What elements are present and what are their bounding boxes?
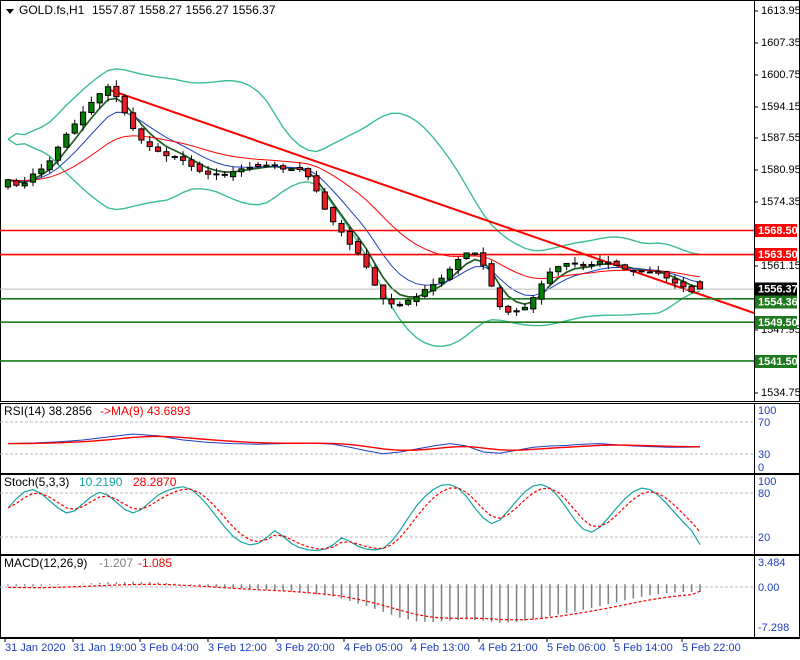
svg-text:3 Feb 04:00: 3 Feb 04:00	[140, 642, 199, 654]
svg-text:MACD(12,26,9): MACD(12,26,9)	[4, 556, 87, 570]
svg-text:1557.87 1558.27 1556.27 1556.3: 1557.87 1558.27 1556.27 1556.37	[92, 3, 276, 17]
svg-text:4 Feb 13:00: 4 Feb 13:00	[411, 642, 470, 654]
svg-text:GOLD.fs,H1: GOLD.fs,H1	[19, 3, 85, 17]
svg-text:1563.50: 1563.50	[758, 249, 798, 261]
svg-text:-7.298: -7.298	[758, 622, 789, 634]
svg-text:1607.35: 1607.35	[761, 37, 800, 49]
svg-text:Stoch(5,3,3): Stoch(5,3,3)	[4, 475, 69, 489]
svg-text:20: 20	[758, 532, 770, 544]
svg-text:100: 100	[758, 405, 776, 417]
svg-text:-1.207: -1.207	[99, 556, 133, 570]
svg-text:1568.50: 1568.50	[758, 225, 798, 237]
svg-text:->MA(9) 43.6893: ->MA(9) 43.6893	[100, 404, 191, 418]
svg-text:1587.55: 1587.55	[761, 132, 800, 144]
svg-text:10.2190: 10.2190	[79, 475, 123, 489]
svg-text:-1.085: -1.085	[138, 556, 172, 570]
svg-text:4 Feb 05:00: 4 Feb 05:00	[344, 642, 403, 654]
svg-text:1574.35: 1574.35	[761, 196, 800, 208]
svg-text:31 Jan 19:00: 31 Jan 19:00	[73, 642, 137, 654]
svg-text:1561.15: 1561.15	[761, 260, 800, 272]
svg-text:1600.75: 1600.75	[761, 69, 800, 81]
svg-text:70: 70	[758, 417, 770, 429]
svg-text:100: 100	[758, 476, 776, 488]
svg-text:1554.36: 1554.36	[758, 297, 798, 309]
svg-text:3 Feb 12:00: 3 Feb 12:00	[208, 642, 267, 654]
svg-text:RSI(14) 38.2856: RSI(14) 38.2856	[4, 404, 92, 418]
svg-text:1541.50: 1541.50	[758, 356, 798, 368]
svg-text:1556.37: 1556.37	[758, 284, 798, 296]
svg-text:1594.15: 1594.15	[761, 101, 800, 113]
svg-text:31 Jan 2020: 31 Jan 2020	[5, 642, 66, 654]
svg-text:5 Feb 22:00: 5 Feb 22:00	[682, 642, 741, 654]
svg-text:5 Feb 14:00: 5 Feb 14:00	[614, 642, 673, 654]
svg-text:1613.95: 1613.95	[761, 5, 800, 17]
svg-text:80: 80	[758, 488, 770, 500]
svg-text:1534.75: 1534.75	[761, 387, 800, 399]
svg-text:3 Feb 20:00: 3 Feb 20:00	[276, 642, 335, 654]
svg-text:0.00: 0.00	[758, 582, 779, 594]
svg-text:28.2870: 28.2870	[133, 475, 177, 489]
svg-text:1549.50: 1549.50	[758, 317, 798, 329]
svg-text:5 Feb 06:00: 5 Feb 06:00	[547, 642, 606, 654]
svg-text:0: 0	[758, 462, 764, 474]
svg-text:4 Feb 21:00: 4 Feb 21:00	[479, 642, 538, 654]
svg-text:1580.95: 1580.95	[761, 164, 800, 176]
svg-text:3.484: 3.484	[758, 557, 786, 569]
svg-text:30: 30	[758, 449, 770, 461]
